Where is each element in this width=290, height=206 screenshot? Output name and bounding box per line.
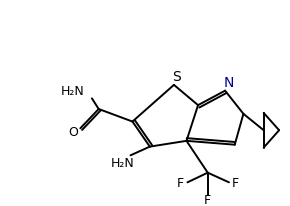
Text: O: O xyxy=(69,125,79,138)
Text: H₂N: H₂N xyxy=(60,85,84,98)
Text: S: S xyxy=(173,70,181,84)
Text: F: F xyxy=(204,193,211,206)
Text: F: F xyxy=(232,176,239,189)
Text: H₂N: H₂N xyxy=(111,156,135,169)
Text: N: N xyxy=(224,76,234,90)
Text: F: F xyxy=(177,176,184,189)
